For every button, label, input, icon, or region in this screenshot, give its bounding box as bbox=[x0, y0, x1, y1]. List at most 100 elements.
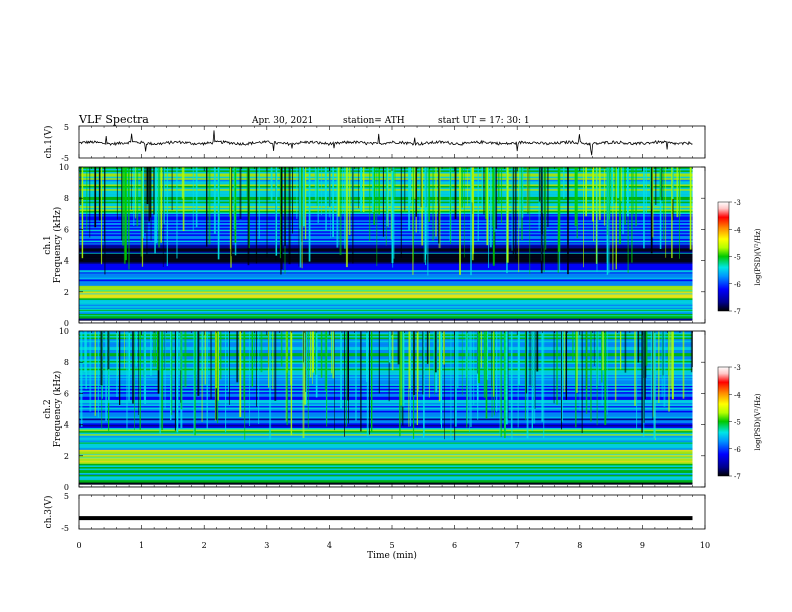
sferic-streak bbox=[531, 331, 533, 431]
sferic-streak bbox=[650, 167, 652, 210]
spectral-band bbox=[79, 360, 693, 363]
sferic-streak bbox=[348, 167, 351, 236]
spectral-band bbox=[79, 460, 693, 463]
spectral-band bbox=[79, 418, 693, 421]
spectral-band bbox=[79, 433, 693, 436]
spectral-band bbox=[79, 345, 693, 347]
sferic-streak bbox=[453, 331, 456, 441]
sferic-streak bbox=[391, 167, 394, 264]
spectral-band bbox=[79, 373, 693, 375]
sferic-streak bbox=[385, 167, 387, 246]
spectral-band bbox=[79, 238, 693, 241]
sferic-streak bbox=[579, 331, 581, 411]
sferic-streak bbox=[135, 331, 138, 367]
sferic-streak bbox=[180, 331, 182, 403]
sferic-streak bbox=[652, 331, 654, 420]
sferic-streak bbox=[423, 167, 425, 263]
spectral-band bbox=[79, 210, 693, 213]
spectral-band bbox=[79, 409, 693, 411]
sferic-streak bbox=[134, 167, 136, 206]
sferic-streak bbox=[388, 331, 391, 363]
sferic-streak bbox=[100, 331, 103, 386]
spectral-band bbox=[79, 402, 693, 405]
sferic-streak bbox=[676, 167, 679, 218]
spectral-band bbox=[79, 209, 693, 211]
spectral-band bbox=[79, 224, 693, 227]
sferic-streak bbox=[485, 167, 488, 220]
sferic-streak bbox=[314, 167, 317, 202]
sferic-streak bbox=[382, 167, 384, 237]
spectral-band bbox=[79, 229, 693, 232]
sferic-streak bbox=[419, 167, 421, 234]
spectral-band bbox=[79, 268, 693, 271]
sferic-streak bbox=[469, 331, 471, 432]
spectral-band bbox=[79, 173, 693, 176]
sferic-streak bbox=[576, 331, 578, 393]
sferic-streak bbox=[493, 331, 495, 397]
spectral-band bbox=[79, 199, 693, 202]
sferic-streak bbox=[661, 167, 663, 201]
spectral-band bbox=[79, 287, 693, 289]
sferic-streak bbox=[217, 331, 220, 401]
sferic-streak bbox=[644, 331, 646, 400]
sferic-streak bbox=[206, 331, 208, 430]
sferic-streak bbox=[256, 331, 257, 407]
sferic-streak bbox=[624, 331, 627, 373]
sferic-streak bbox=[415, 167, 418, 217]
sferic-streak bbox=[567, 167, 569, 275]
spectral-band bbox=[79, 179, 693, 182]
ch2-colorbar-gradient bbox=[717, 366, 730, 477]
sferic-streak bbox=[394, 167, 396, 199]
spectral-band bbox=[79, 334, 693, 336]
time-axis-label: Time (min) bbox=[367, 550, 417, 561]
sferic-streak bbox=[492, 167, 495, 266]
spectral-band bbox=[79, 332, 693, 335]
sferic-streak bbox=[424, 167, 426, 260]
sferic-streak bbox=[478, 331, 481, 384]
sferic-streak bbox=[258, 331, 260, 425]
ch1-voltage-trace bbox=[79, 130, 693, 156]
colorbar-tick-label: -3 bbox=[734, 199, 741, 207]
ch1-spectrogram-image bbox=[79, 167, 693, 323]
sferic-streak bbox=[331, 331, 333, 374]
sferic-streak bbox=[634, 331, 636, 407]
spectral-band bbox=[79, 348, 693, 351]
ch1-colorbar-ticks: -3 -4 -5 -6 -7 bbox=[729, 199, 741, 316]
sferic-streak bbox=[266, 167, 268, 258]
sferic-streak bbox=[661, 331, 663, 397]
sferic-streak bbox=[397, 331, 400, 365]
ch1-ytick-bottom: -5 bbox=[61, 154, 69, 163]
sferic-streak bbox=[450, 167, 451, 245]
sferic-streak bbox=[292, 167, 294, 234]
sferic-streak bbox=[305, 331, 308, 405]
sferic-streak bbox=[393, 167, 395, 259]
time-axis: 0 1 2 3 4 5 6 7 8 9 10 bbox=[76, 126, 710, 550]
sferic-streak bbox=[255, 167, 258, 264]
sferic-streak bbox=[299, 167, 302, 268]
sferic-streak bbox=[533, 331, 536, 424]
sferic-streak bbox=[543, 331, 545, 439]
sferic-streak bbox=[438, 331, 441, 402]
sferic-streak bbox=[496, 331, 498, 412]
sferic-streak bbox=[500, 331, 502, 438]
spectral-band bbox=[79, 266, 693, 269]
spectral-band bbox=[79, 368, 693, 371]
sferic-streak bbox=[105, 331, 108, 421]
spectral-band bbox=[79, 240, 693, 243]
sferic-streak bbox=[321, 167, 323, 215]
spectral-band bbox=[79, 230, 693, 233]
spectral-band bbox=[79, 302, 693, 305]
sferic-streak bbox=[280, 167, 282, 256]
ch3-voltage-panel: 5 -5 ch.3(V) bbox=[43, 492, 706, 533]
sferic-streak bbox=[378, 331, 380, 394]
spectral-band bbox=[79, 259, 693, 261]
sferic-streak bbox=[332, 331, 334, 365]
sferic-streak bbox=[679, 167, 680, 259]
sferic-streak bbox=[229, 331, 230, 405]
sferic-streak bbox=[477, 167, 480, 241]
sferic-streak bbox=[315, 331, 318, 398]
spectral-band bbox=[79, 279, 693, 282]
colorbar-tick-label: -5 bbox=[734, 254, 741, 262]
frequency-tick-label: 10 bbox=[59, 327, 69, 336]
